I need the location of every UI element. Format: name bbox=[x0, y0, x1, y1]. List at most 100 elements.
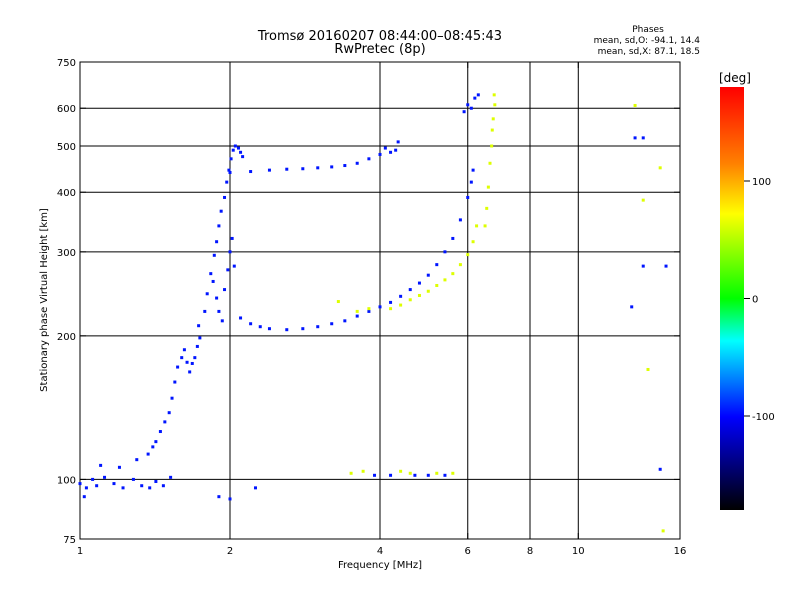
x-mode-point bbox=[491, 117, 495, 121]
x-tick-label: 16 bbox=[674, 546, 687, 557]
x-mode-point bbox=[408, 298, 412, 302]
x-axis-label: Frequency [MHz] bbox=[338, 560, 422, 571]
o-mode-point bbox=[413, 473, 417, 477]
x-mode-point bbox=[633, 103, 637, 107]
o-mode-point bbox=[641, 264, 645, 268]
x-mode-point bbox=[490, 144, 494, 148]
o-mode-point bbox=[225, 180, 229, 184]
o-mode-point bbox=[223, 195, 227, 199]
o-mode-point bbox=[373, 473, 377, 477]
x-mode-point bbox=[492, 93, 496, 97]
axis-layer: 1 2 4 6 8 10 16 75 100 200 300 400 500 600 750 bbox=[57, 58, 686, 557]
o-mode-point bbox=[451, 236, 455, 240]
o-mode-point bbox=[203, 309, 207, 313]
x-mode-point bbox=[426, 289, 430, 293]
x-mode-point bbox=[389, 307, 393, 311]
colorbar-tick-label: 0 bbox=[752, 295, 758, 306]
x-tick-label: 6 bbox=[465, 546, 471, 557]
o-mode-point bbox=[249, 170, 253, 174]
o-mode-point bbox=[239, 316, 243, 320]
o-mode-point bbox=[383, 146, 387, 150]
o-mode-point bbox=[217, 309, 221, 313]
colorbar-label: [deg] bbox=[719, 71, 751, 85]
o-mode-point bbox=[228, 170, 232, 174]
x-mode-point bbox=[408, 471, 412, 475]
o-mode-point bbox=[394, 148, 398, 152]
o-mode-point bbox=[228, 250, 232, 254]
o-mode-point bbox=[135, 458, 139, 462]
x-mode-point bbox=[488, 161, 492, 165]
x-mode-point bbox=[451, 272, 455, 276]
o-mode-point bbox=[378, 152, 382, 156]
o-mode-point bbox=[226, 268, 230, 272]
o-mode-point bbox=[170, 396, 174, 400]
colorbar-tick-label: 100 bbox=[752, 177, 771, 188]
o-mode-point bbox=[190, 361, 194, 365]
o-mode-point bbox=[227, 168, 231, 172]
o-mode-point bbox=[389, 150, 393, 154]
o-mode-point bbox=[232, 264, 236, 268]
y-tick-label: 200 bbox=[57, 332, 76, 343]
o-mode-point bbox=[443, 473, 447, 477]
o-mode-point bbox=[285, 328, 289, 332]
x-mode-point bbox=[483, 224, 487, 228]
o-mode-point bbox=[197, 324, 201, 328]
x-mode-point bbox=[493, 103, 497, 107]
o-mode-point bbox=[209, 272, 213, 276]
o-mode-point bbox=[180, 356, 184, 360]
o-mode-point bbox=[458, 218, 462, 222]
o-mode-point bbox=[236, 146, 240, 150]
o-mode-point bbox=[389, 300, 393, 304]
o-mode-point bbox=[148, 486, 152, 490]
o-mode-point bbox=[267, 168, 271, 172]
o-mode-point bbox=[131, 477, 135, 481]
o-mode-point bbox=[633, 136, 637, 140]
o-mode-point bbox=[267, 327, 271, 331]
x-mode-point bbox=[490, 128, 494, 132]
o-mode-point bbox=[95, 484, 99, 488]
o-mode-point bbox=[182, 348, 186, 352]
y-tick-label: 750 bbox=[57, 58, 76, 69]
phases-line-o: mean, sd,O: -94.1, 14.4 bbox=[594, 36, 701, 46]
o-mode-point bbox=[121, 486, 125, 490]
o-mode-point bbox=[84, 486, 88, 490]
o-mode-point bbox=[158, 430, 162, 434]
chart-title-line1: Tromsø 20160207 08:44:00–08:45:43 bbox=[257, 29, 502, 44]
x-mode-point bbox=[661, 529, 665, 533]
x-mode-point bbox=[471, 240, 475, 244]
x-mode-point bbox=[361, 469, 365, 473]
x-mode-point bbox=[646, 367, 650, 371]
x-tick-label: 2 bbox=[227, 546, 233, 557]
x-tick-label: 10 bbox=[572, 546, 585, 557]
x-mode-point bbox=[349, 471, 353, 475]
o-mode-point bbox=[473, 96, 477, 100]
x-mode-point bbox=[435, 471, 439, 475]
o-mode-point bbox=[185, 360, 189, 364]
o-mode-point bbox=[103, 475, 107, 479]
o-mode-point bbox=[664, 264, 668, 268]
y-tick-label: 600 bbox=[57, 104, 76, 115]
x-mode-point bbox=[466, 253, 470, 257]
o-mode-point bbox=[215, 240, 219, 244]
o-mode-point bbox=[161, 484, 165, 488]
x-tick-label: 8 bbox=[527, 546, 533, 557]
x-mode-point bbox=[486, 185, 490, 189]
o-mode-point bbox=[258, 325, 262, 329]
o-mode-point bbox=[389, 473, 393, 477]
o-mode-point bbox=[426, 273, 430, 277]
o-mode-point bbox=[469, 180, 473, 184]
o-mode-point bbox=[466, 195, 470, 199]
y-tick-label: 300 bbox=[57, 248, 76, 259]
o-mode-point bbox=[443, 250, 447, 254]
points-layer bbox=[78, 93, 668, 533]
o-mode-point bbox=[316, 325, 320, 329]
o-mode-point bbox=[163, 420, 167, 424]
o-mode-point bbox=[316, 166, 320, 170]
o-mode-point bbox=[169, 475, 173, 479]
o-mode-point bbox=[301, 327, 305, 331]
o-mode-point bbox=[82, 495, 86, 499]
phases-title: Phases bbox=[632, 25, 664, 35]
o-mode-point bbox=[466, 103, 470, 107]
o-mode-point bbox=[417, 281, 421, 285]
colorbar bbox=[720, 87, 744, 510]
